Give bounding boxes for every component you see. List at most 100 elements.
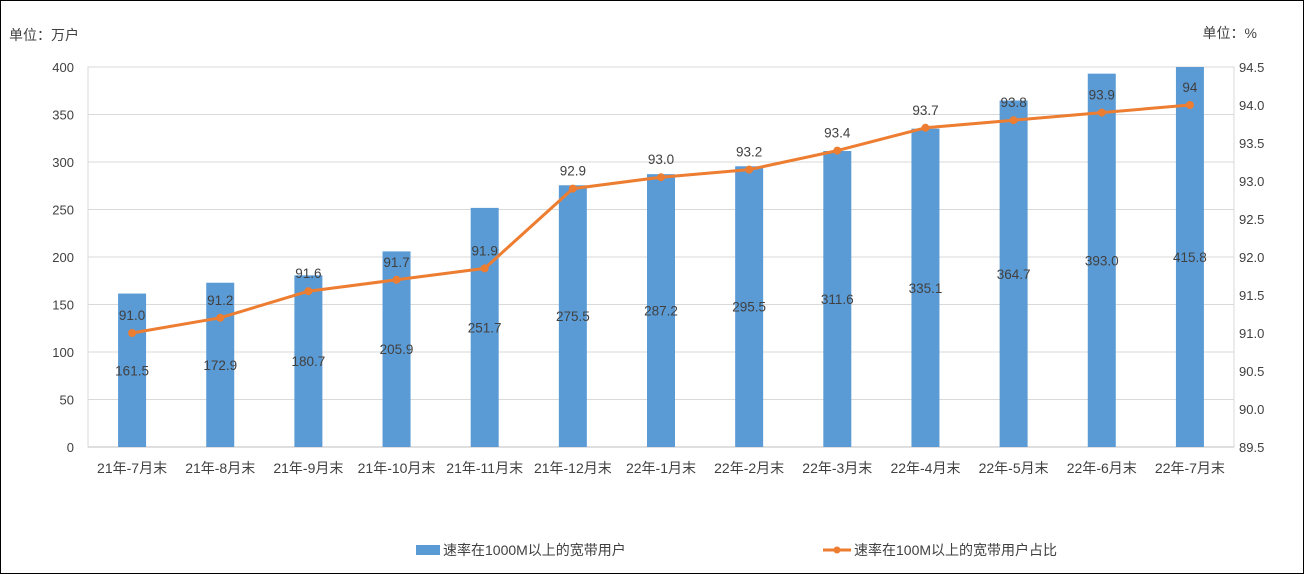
line-marker xyxy=(392,275,401,284)
bar xyxy=(1175,67,1204,447)
line-data-label: 93.0 xyxy=(648,152,674,167)
bar xyxy=(382,251,411,447)
bar-data-label: 393.0 xyxy=(1085,253,1119,268)
bar xyxy=(294,275,323,447)
line-marker xyxy=(216,313,225,322)
line-data-label: 93.7 xyxy=(912,103,938,118)
right-tick-label: 89.5 xyxy=(1239,440,1264,455)
category-label: 22年-7月末 xyxy=(1155,460,1225,476)
left-axis-ticks: 0 50 100 150 200 250 300 350 400 xyxy=(52,60,74,455)
category-label: 22年-3月末 xyxy=(802,460,872,476)
left-tick-label: 50 xyxy=(60,393,74,408)
bar-data-label: 311.6 xyxy=(821,292,854,307)
line-marker xyxy=(921,123,930,132)
line-marker xyxy=(1097,108,1106,117)
category-label: 22年-2月末 xyxy=(714,460,784,476)
right-tick-label: 94.5 xyxy=(1239,60,1264,75)
category-label: 21年-7月末 xyxy=(97,460,167,476)
bar-data-label: 364.7 xyxy=(997,267,1031,282)
left-tick-label: 150 xyxy=(52,298,74,313)
category-label: 21年-8月末 xyxy=(185,460,255,476)
bar-data-label: 172.9 xyxy=(203,358,237,373)
line-series xyxy=(128,101,1194,337)
bar-data-label: 415.8 xyxy=(1173,250,1207,265)
line-marker xyxy=(480,264,489,273)
bar xyxy=(999,100,1028,447)
line-marker xyxy=(833,146,842,155)
bar xyxy=(118,293,147,447)
line-marker xyxy=(568,184,577,193)
category-label: 21年-12月末 xyxy=(534,460,612,476)
bar-data-label: 275.5 xyxy=(556,309,590,324)
legend-line-label: 速率在100M以上的宽带用户占比 xyxy=(854,542,1057,558)
line-data-label: 91.9 xyxy=(472,243,498,258)
left-axis-unit: 单位：万户 xyxy=(9,27,79,43)
right-tick-label: 93.5 xyxy=(1239,136,1264,151)
line-data-label: 93.4 xyxy=(824,126,851,141)
left-tick-label: 0 xyxy=(67,440,74,455)
bar-data-labels: 161.5 172.9 180.7 205.9 251.7 275.5 287.2 295.5… xyxy=(115,250,1207,378)
bar-series xyxy=(118,67,1204,448)
line-marker xyxy=(304,287,313,296)
category-label: 22年-4月末 xyxy=(890,460,960,476)
bar-data-label: 295.5 xyxy=(732,300,766,315)
right-tick-label: 91.5 xyxy=(1239,288,1264,303)
category-label: 22年-6月末 xyxy=(1067,460,1137,476)
bar-data-label: 335.1 xyxy=(909,281,943,296)
category-label: 21年-9月末 xyxy=(273,460,343,476)
left-tick-label: 100 xyxy=(52,345,74,360)
right-tick-label: 94.0 xyxy=(1239,98,1264,113)
bar xyxy=(735,166,764,447)
right-axis-ticks: 89.5 90.0 90.5 91.0 91.5 92.0 92.5 93.0 93.5 94.0… xyxy=(1239,60,1264,455)
left-tick-label: 400 xyxy=(52,60,74,75)
line-marker xyxy=(745,165,754,174)
line-data-label: 93.8 xyxy=(1000,95,1026,110)
right-tick-label: 90.0 xyxy=(1239,402,1264,417)
line-data-label: 91.2 xyxy=(207,293,233,308)
legend-bar-swatch xyxy=(416,545,440,555)
category-label: 22年-1月末 xyxy=(626,460,696,476)
line-data-label: 91.7 xyxy=(383,255,409,270)
left-tick-label: 200 xyxy=(52,250,74,265)
bar-data-label: 161.5 xyxy=(115,363,149,378)
bar xyxy=(647,174,675,447)
right-tick-label: 93.0 xyxy=(1239,174,1264,189)
line-data-labels: 91.0 91.2 91.6 91.7 91.9 92.9 93.0 93.2 93.4 93.7… xyxy=(119,80,1198,323)
line-data-label: 91.0 xyxy=(119,308,145,323)
right-tick-label: 92.5 xyxy=(1239,212,1264,227)
category-label: 22年-5月末 xyxy=(979,460,1049,476)
left-tick-label: 300 xyxy=(52,155,74,170)
right-axis-unit: 单位：% xyxy=(1203,25,1257,41)
line-data-label: 93.9 xyxy=(1089,88,1115,103)
legend: 速率在1000M以上的宽带用户 速率在100M以上的宽带用户占比 xyxy=(416,542,1057,558)
line-data-label: 92.9 xyxy=(560,164,586,179)
right-tick-label: 92.0 xyxy=(1239,250,1264,265)
bar xyxy=(1087,73,1116,448)
line-data-label: 91.6 xyxy=(295,266,321,281)
bar xyxy=(911,128,940,447)
right-tick-label: 90.5 xyxy=(1239,364,1264,379)
line-data-label: 93.2 xyxy=(736,145,762,160)
legend-line-marker xyxy=(833,546,841,554)
bar xyxy=(823,150,852,448)
legend-bar-label: 速率在1000M以上的宽带用户 xyxy=(443,542,626,558)
bar-data-label: 251.7 xyxy=(468,320,502,335)
bar xyxy=(206,282,235,447)
bar xyxy=(470,207,499,447)
bar xyxy=(558,185,587,447)
right-tick-label: 91.0 xyxy=(1239,326,1264,341)
line-marker xyxy=(1009,116,1018,125)
left-tick-label: 350 xyxy=(52,108,74,123)
left-tick-label: 250 xyxy=(52,203,74,218)
line-marker xyxy=(128,329,137,337)
category-label: 21年-10月末 xyxy=(358,460,436,476)
bar-data-label: 287.2 xyxy=(644,304,678,319)
bar-data-label: 180.7 xyxy=(291,354,325,369)
category-label: 21年-11月末 xyxy=(446,460,523,476)
line-marker xyxy=(1185,101,1194,109)
category-axis-labels: 21年-7月末 21年-8月末 21年-9月末 21年-10月末 21年-11月末 21年… xyxy=(97,460,1225,476)
line-marker xyxy=(657,173,665,182)
bar-data-label: 205.9 xyxy=(380,342,414,357)
